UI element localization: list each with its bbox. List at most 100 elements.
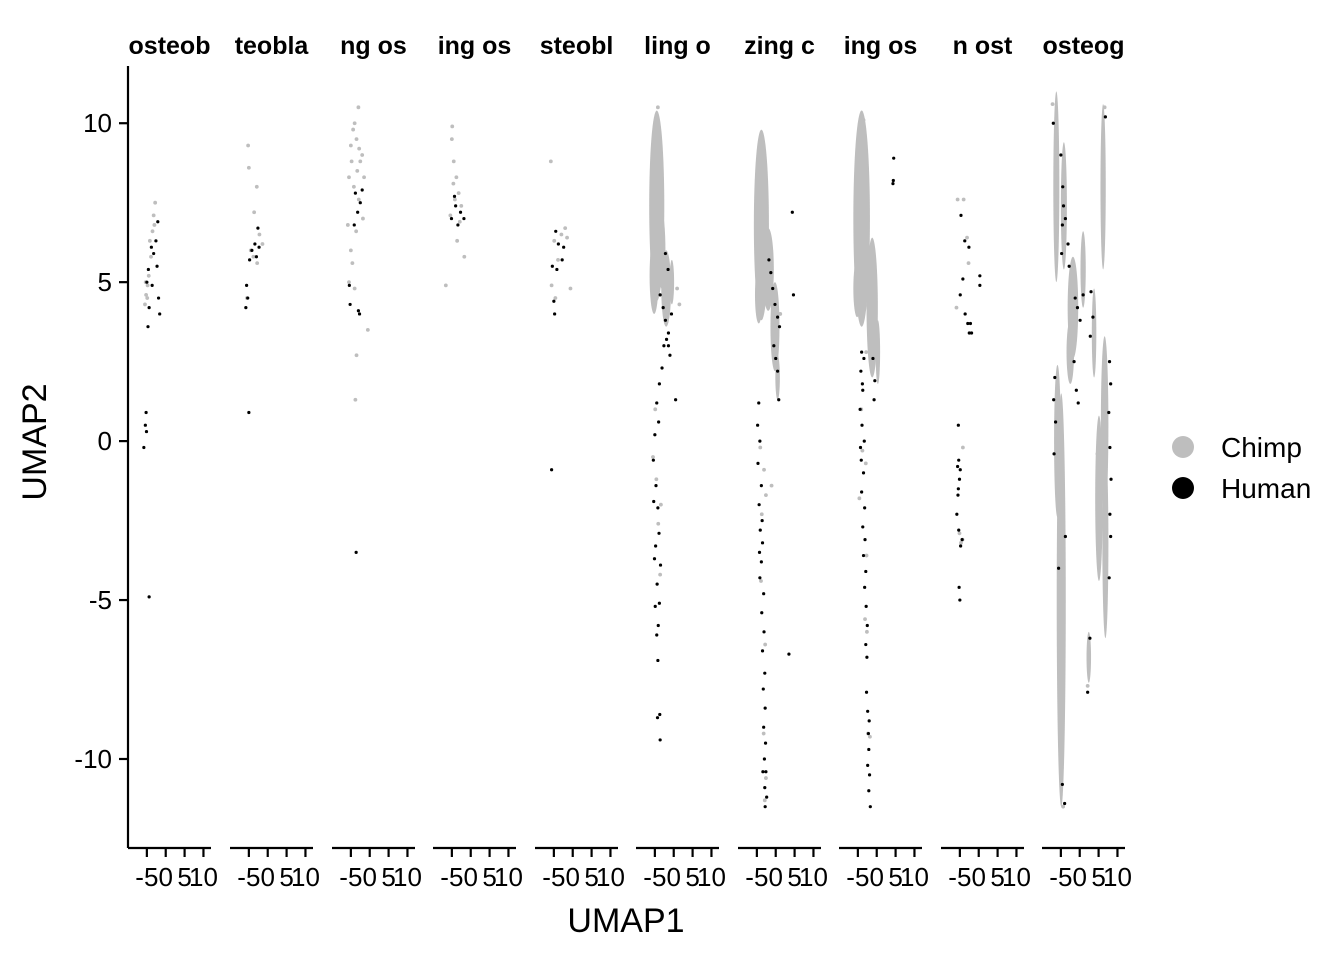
chimp-point — [360, 153, 365, 157]
facet-strip-title: ing os — [438, 32, 512, 60]
human-point — [961, 277, 965, 281]
chimp-point — [769, 483, 774, 488]
chimp-point — [1085, 683, 1090, 688]
human-point — [1109, 477, 1113, 481]
x-tick-label: -5 — [643, 862, 666, 892]
human-point — [1066, 242, 1070, 246]
human-point — [956, 487, 960, 491]
human-point — [787, 652, 791, 656]
human-point — [1053, 420, 1058, 424]
human-point — [158, 312, 162, 316]
human-point — [356, 309, 361, 313]
human-point — [655, 582, 659, 586]
x-tick-label: -5 — [542, 862, 565, 892]
human-point — [553, 312, 557, 316]
human-point — [790, 210, 794, 214]
human-point — [866, 763, 870, 767]
chimp-point-cluster — [775, 355, 780, 400]
chimp-point-cluster — [649, 237, 659, 314]
chimp-point — [778, 312, 783, 316]
human-point — [858, 407, 862, 411]
x-tick-label: 0 — [362, 862, 376, 892]
human-point — [668, 353, 672, 357]
human-point — [652, 499, 656, 504]
chimp-point — [758, 445, 763, 450]
x-tick-label: 10 — [1002, 862, 1031, 892]
human-point — [1107, 410, 1111, 415]
x-tick-label: -5 — [846, 862, 869, 892]
x-tick-label: 0 — [1072, 862, 1086, 892]
human-point — [1108, 512, 1112, 516]
human-point — [1109, 382, 1113, 386]
human-point — [246, 296, 250, 300]
human-point — [1074, 388, 1078, 392]
chimp-point — [246, 165, 251, 170]
chimp-point — [349, 159, 354, 164]
human-point — [661, 305, 665, 310]
human-point — [1052, 452, 1056, 456]
x-tick-label: 5 — [381, 862, 395, 892]
human-point — [864, 604, 868, 609]
facet-strip-title: ling o — [644, 32, 711, 60]
facet-panels — [142, 91, 1113, 809]
human-point — [1053, 375, 1057, 380]
x-tick-label: 5 — [888, 862, 902, 892]
x-tick-label: 5 — [584, 862, 598, 892]
human-point — [861, 388, 865, 392]
chimp-point — [450, 124, 455, 129]
legend-label: Chimp — [1221, 432, 1302, 463]
human-point — [663, 251, 668, 256]
human-point — [1081, 293, 1085, 297]
chimp-point — [348, 143, 353, 148]
chimp-point — [348, 248, 353, 253]
chimp-point — [255, 261, 260, 265]
human-point — [763, 671, 767, 675]
human-point — [147, 595, 151, 599]
x-tick-label: -5 — [135, 862, 158, 892]
human-point — [771, 286, 775, 291]
human-point — [145, 280, 149, 284]
human-point — [1076, 401, 1080, 405]
human-point — [958, 598, 962, 602]
chimp-point — [361, 216, 365, 221]
human-point — [348, 302, 352, 307]
human-legend-key — [1172, 477, 1194, 499]
chimp-point — [152, 223, 157, 227]
human-point — [867, 719, 871, 723]
human-point — [761, 687, 765, 691]
human-point — [360, 188, 364, 192]
human-point — [769, 271, 773, 275]
human-point — [1072, 360, 1076, 364]
chimp-point — [861, 118, 866, 122]
x-tick-label: -5 — [948, 862, 971, 892]
human-point — [353, 191, 357, 195]
human-point — [1107, 576, 1111, 580]
facet-strip-titles: osteob teobla ng os ing os steobl ling o zing … — [129, 32, 1125, 60]
human-point — [859, 369, 863, 373]
y-tick-label: -10 — [74, 744, 112, 774]
human-point — [763, 786, 767, 790]
human-point — [864, 569, 868, 574]
chimp-point — [959, 540, 963, 545]
human-point — [1060, 223, 1064, 227]
human-point — [652, 557, 657, 561]
chimp-point — [651, 455, 655, 459]
chimp-point-cluster — [875, 320, 881, 384]
chimp-point — [863, 461, 868, 466]
human-point — [656, 506, 660, 510]
facet-strip-title: n ost — [953, 32, 1013, 60]
human-point — [358, 201, 362, 205]
human-point — [956, 423, 960, 427]
chimp-point-cluster — [1086, 631, 1092, 683]
human-point — [756, 423, 760, 427]
chimp-point — [462, 254, 467, 259]
chimp-point — [345, 223, 350, 227]
chimp-point — [448, 213, 453, 218]
facet-panel — [345, 105, 370, 554]
x-tick-label: 10 — [291, 862, 320, 892]
human-point — [892, 156, 896, 160]
facet-strip-title: steobl — [540, 32, 614, 60]
x-tick-label: -5 — [440, 862, 463, 892]
chimp-point — [658, 572, 663, 577]
x-tick-label: 10 — [900, 862, 929, 892]
